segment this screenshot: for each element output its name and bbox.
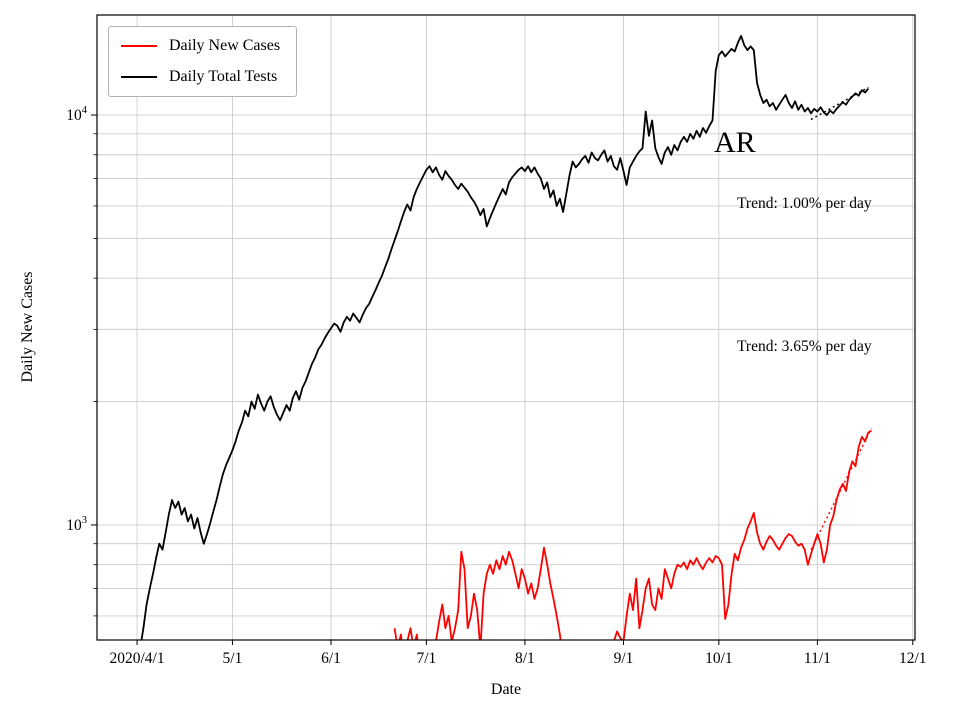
tests-trend-annotation: Trend: 1.00% per day bbox=[737, 195, 872, 212]
legend-item-tests: Daily Total Tests bbox=[121, 68, 280, 86]
x-tick-label: 2020/4/1 bbox=[109, 650, 164, 667]
y-tick-label: 104 bbox=[66, 105, 88, 124]
legend-label-tests: Daily Total Tests bbox=[169, 68, 278, 85]
grid bbox=[97, 15, 915, 640]
legend-line-tests-icon bbox=[121, 76, 157, 78]
x-tick-label: 12/1 bbox=[899, 650, 927, 667]
tests-trend bbox=[810, 86, 869, 121]
legend-item-cases: Daily New Cases bbox=[121, 37, 280, 55]
legend-line-cases-icon bbox=[121, 45, 157, 47]
x-tick-label: 8/1 bbox=[515, 650, 535, 667]
ticks bbox=[91, 114, 914, 645]
series-daily-total-tests bbox=[140, 35, 869, 640]
x-tick-label: 11/1 bbox=[804, 650, 831, 667]
state-annotation: AR bbox=[714, 126, 756, 159]
cases-trend-annotation: Trend: 3.65% per day bbox=[737, 338, 872, 355]
x-tick-label: 5/1 bbox=[223, 650, 243, 667]
legend: Daily New Cases Daily Total Tests bbox=[108, 26, 298, 97]
y-tick-label: 103 bbox=[66, 515, 87, 534]
series-daily-new-cases bbox=[393, 429, 872, 640]
x-tick-label: 7/1 bbox=[416, 650, 436, 667]
axes-frame bbox=[96, 14, 916, 641]
y-axis-label: Daily New Cases bbox=[19, 271, 36, 383]
tick-labels: 2020/4/1 5/1 6/1 7/1 8/1 9/1 10/1 11/1 12/1 103 10… bbox=[66, 105, 926, 667]
cases-trend bbox=[810, 428, 873, 551]
x-tick-label: 6/1 bbox=[321, 650, 341, 667]
x-tick-label: 9/1 bbox=[614, 650, 634, 667]
legend-label-cases: Daily New Cases bbox=[169, 37, 281, 54]
x-axis-label: Date bbox=[490, 681, 522, 698]
x-tick-label: 10/1 bbox=[705, 650, 733, 667]
